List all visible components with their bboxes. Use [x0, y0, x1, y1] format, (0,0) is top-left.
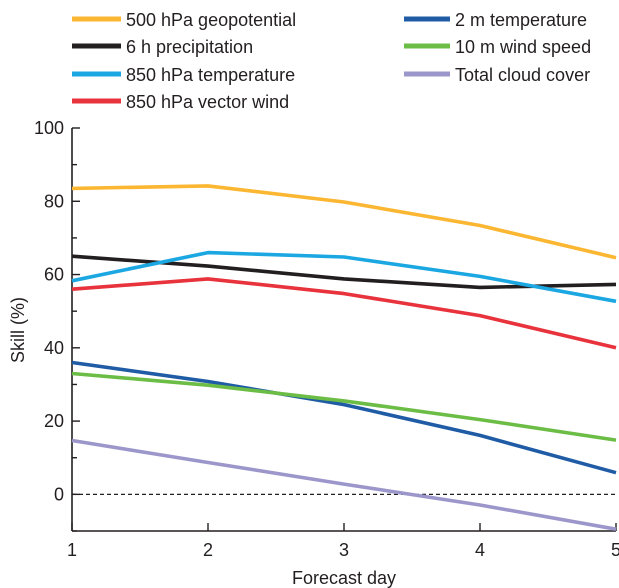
legend-label: 2 m temperature	[455, 10, 587, 30]
y-tick-label: 60	[44, 265, 64, 285]
series-line-500-hpa-geopotential	[71, 184, 617, 260]
legend-item: 850 hPa vector wind	[72, 92, 289, 112]
legend-label: Total cloud cover	[455, 65, 590, 85]
y-tick-label: 0	[54, 484, 64, 504]
legend-item: 10 m wind speed	[404, 37, 591, 57]
legend-item: 500 hPa geopotential	[72, 10, 296, 30]
legend-item: 2 m temperature	[404, 10, 587, 30]
legend-item: 850 hPa temperature	[72, 65, 295, 85]
series-line-850-hpa-vector-wind	[71, 277, 617, 350]
series-line-850-hpa-temperature	[71, 250, 617, 304]
y-tick-label: 80	[44, 191, 64, 211]
y-tick-label: 40	[44, 338, 64, 358]
series-line-10-m-wind-speed	[71, 371, 617, 442]
legend: 500 hPa geopotential 6 h precipitation 8…	[72, 10, 591, 112]
x-axis-label: Forecast day	[292, 568, 396, 588]
plot-area: 0 20 40 60 80 100 1 2 3 4 5	[34, 118, 619, 560]
x-tick-label: 4	[475, 540, 485, 560]
y-tick-label: 20	[44, 411, 64, 431]
y-tick-label: 100	[34, 118, 64, 138]
x-tick-label: 5	[611, 540, 619, 560]
legend-label: 6 h precipitation	[126, 37, 253, 57]
legend-item: 6 h precipitation	[72, 37, 253, 57]
y-axis-label: Skill (%)	[8, 297, 28, 363]
x-tick-label: 2	[203, 540, 213, 560]
legend-label: 850 hPa temperature	[126, 65, 295, 85]
legend-item: Total cloud cover	[404, 65, 590, 85]
x-tick-label: 1	[67, 540, 77, 560]
series-line-2-m-temperature	[71, 360, 617, 475]
legend-label: 500 hPa geopotential	[126, 10, 296, 30]
series-line-total-cloud-cover	[71, 438, 617, 531]
x-tick-label: 3	[339, 540, 349, 560]
legend-label: 10 m wind speed	[455, 37, 591, 57]
legend-label: 850 hPa vector wind	[126, 92, 289, 112]
